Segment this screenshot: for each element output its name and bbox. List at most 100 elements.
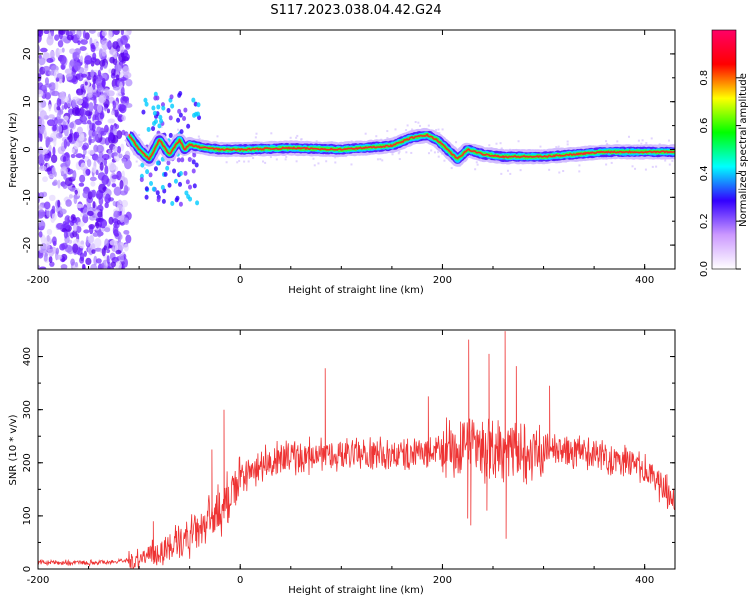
noise-blob bbox=[83, 250, 87, 257]
noise-blob bbox=[123, 185, 129, 195]
noise-speck bbox=[181, 156, 184, 159]
noise-blob bbox=[119, 234, 123, 240]
noise-blob bbox=[125, 234, 132, 244]
noise-blob bbox=[61, 47, 65, 53]
noise-blob bbox=[82, 96, 88, 104]
noise-speck bbox=[254, 136, 257, 139]
noise-speck bbox=[138, 133, 141, 136]
noise-blob bbox=[178, 181, 183, 187]
noise-speck bbox=[578, 164, 581, 167]
noise-blob bbox=[50, 31, 55, 37]
noise-speck bbox=[315, 140, 318, 143]
y-tick-label: 300 bbox=[22, 400, 33, 419]
noise-blob bbox=[38, 102, 42, 111]
noise-speck bbox=[135, 160, 138, 163]
noise-blob bbox=[118, 153, 123, 159]
noise-speck bbox=[488, 144, 491, 147]
noise-blob bbox=[100, 262, 105, 269]
noise-blob bbox=[112, 218, 119, 224]
noise-blob bbox=[89, 176, 97, 182]
noise-blob bbox=[98, 94, 107, 104]
colorbar-tick-label: 0.6 bbox=[699, 118, 710, 134]
noise-speck bbox=[375, 135, 378, 138]
noise-blob bbox=[166, 107, 171, 113]
noise-blob bbox=[94, 42, 100, 48]
noise-blob bbox=[156, 104, 161, 110]
noise-blob bbox=[88, 102, 94, 112]
noise-blob bbox=[87, 210, 94, 217]
noise-blob bbox=[91, 165, 97, 173]
noise-speck bbox=[634, 167, 637, 170]
noise-speck bbox=[435, 128, 438, 131]
noise-blob bbox=[52, 124, 57, 132]
noise-blob bbox=[161, 105, 166, 111]
noise-blob bbox=[101, 174, 109, 185]
spectrogram-panel: -200 0 200 400 20 10 0 -10 -20 Height of straigh… bbox=[8, 29, 676, 296]
noise-blob bbox=[195, 111, 200, 117]
noise-blob bbox=[82, 191, 89, 199]
noise-blob bbox=[39, 266, 47, 269]
noise-blob bbox=[173, 178, 178, 184]
noise-blob bbox=[110, 261, 116, 268]
noise-blob bbox=[72, 223, 78, 232]
noise-blob bbox=[103, 245, 107, 251]
noise-speck bbox=[651, 165, 654, 168]
noise-blob bbox=[82, 114, 87, 124]
noise-blob bbox=[60, 264, 68, 269]
noise-speck bbox=[437, 151, 440, 154]
noise-speck bbox=[437, 128, 440, 131]
noise-blob bbox=[38, 231, 43, 238]
noise-blob bbox=[95, 258, 102, 264]
colorbar-frame bbox=[711, 29, 737, 270]
noise-blob bbox=[72, 169, 77, 180]
noise-blob bbox=[120, 143, 125, 152]
noise-blob bbox=[72, 230, 78, 238]
noise-blob bbox=[73, 195, 78, 204]
noise-speck bbox=[406, 124, 409, 127]
noise-blob bbox=[177, 92, 182, 98]
noise-speck bbox=[500, 172, 503, 175]
noise-blob bbox=[79, 108, 87, 116]
noise-speck bbox=[566, 140, 569, 143]
noise-blob bbox=[95, 221, 100, 229]
noise-blob bbox=[74, 261, 79, 268]
noise-blob bbox=[111, 110, 115, 116]
noise-blob bbox=[57, 119, 63, 124]
noise-blob bbox=[41, 86, 47, 91]
noise-blob bbox=[95, 78, 102, 86]
noise-blob bbox=[39, 110, 47, 120]
noise-blob bbox=[79, 174, 86, 183]
noise-speck bbox=[606, 142, 609, 145]
noise-speck bbox=[506, 169, 509, 172]
noise-blob bbox=[115, 260, 122, 269]
noise-speck bbox=[475, 161, 478, 164]
noise-blob bbox=[62, 155, 67, 162]
y-tick-label: 0 bbox=[22, 566, 33, 572]
snr-ticks: -200 0 200 400 400 300 200 100 0 bbox=[22, 329, 675, 586]
noise-blob bbox=[80, 212, 84, 218]
noise-blob bbox=[58, 48, 63, 54]
noise-blob bbox=[51, 212, 57, 221]
noise-blob bbox=[186, 123, 191, 129]
noise-blob bbox=[83, 229, 90, 234]
noise-speck bbox=[548, 168, 551, 171]
noise-blob bbox=[74, 189, 78, 195]
snr-panel: -200 0 200 400 400 300 200 100 0 Height of strai… bbox=[8, 329, 676, 596]
x-tick-label: 200 bbox=[433, 275, 452, 286]
noise-blob bbox=[99, 162, 104, 171]
noise-blob bbox=[44, 83, 52, 88]
noise-blob bbox=[125, 43, 131, 50]
spectrogram-xlabel: Height of straight line (km) bbox=[288, 285, 424, 296]
noise-speck bbox=[198, 137, 201, 140]
noise-blob bbox=[104, 88, 110, 94]
noise-speck bbox=[386, 130, 389, 133]
noise-blob bbox=[63, 173, 67, 180]
noise-blob bbox=[81, 102, 89, 109]
noise-blob bbox=[185, 179, 190, 185]
spectrogram-ticks: -200 0 200 400 20 10 0 -10 -20 bbox=[22, 29, 675, 286]
noise-blob bbox=[119, 104, 127, 114]
noise-blob bbox=[77, 221, 85, 227]
noise-blob bbox=[80, 39, 88, 45]
noise-blob bbox=[48, 173, 55, 179]
